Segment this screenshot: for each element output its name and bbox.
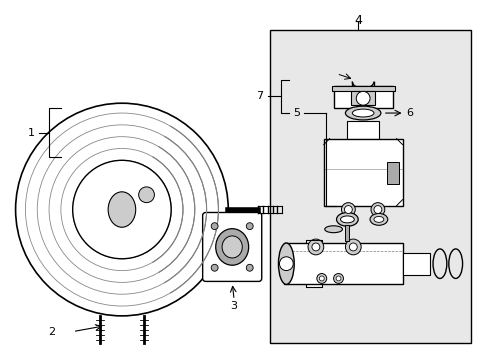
Bar — [346, 121, 378, 139]
Ellipse shape — [336, 212, 358, 226]
Circle shape — [307, 239, 323, 255]
Bar — [333, 86, 392, 108]
Circle shape — [373, 206, 381, 213]
Bar — [402, 253, 429, 275]
Circle shape — [345, 239, 361, 255]
Circle shape — [211, 264, 218, 271]
Circle shape — [335, 276, 340, 281]
Circle shape — [370, 203, 384, 216]
Bar — [323, 139, 402, 206]
FancyBboxPatch shape — [202, 212, 261, 282]
Ellipse shape — [373, 216, 383, 222]
Ellipse shape — [108, 192, 136, 227]
Bar — [386, 162, 398, 184]
Ellipse shape — [340, 216, 353, 223]
Circle shape — [246, 223, 253, 230]
Circle shape — [211, 223, 218, 230]
Bar — [345, 225, 348, 241]
Ellipse shape — [222, 236, 242, 258]
Text: 2: 2 — [48, 327, 55, 337]
Bar — [350, 91, 374, 105]
Text: 1: 1 — [28, 128, 35, 138]
Circle shape — [341, 203, 355, 216]
Text: 7: 7 — [256, 91, 263, 101]
Circle shape — [139, 187, 154, 203]
Ellipse shape — [324, 226, 342, 233]
Text: 4: 4 — [353, 14, 362, 27]
Circle shape — [333, 274, 343, 283]
Circle shape — [279, 257, 293, 271]
Circle shape — [311, 243, 319, 251]
Circle shape — [246, 264, 253, 271]
Circle shape — [73, 160, 171, 259]
Text: 5: 5 — [292, 108, 300, 118]
Text: 6: 6 — [406, 108, 413, 118]
Ellipse shape — [278, 243, 294, 284]
Ellipse shape — [351, 109, 373, 117]
Circle shape — [316, 274, 326, 283]
Bar — [284, 243, 402, 284]
Circle shape — [16, 103, 228, 316]
Ellipse shape — [215, 229, 248, 265]
Circle shape — [319, 276, 324, 281]
Ellipse shape — [369, 213, 387, 225]
Circle shape — [344, 206, 351, 213]
Circle shape — [356, 91, 369, 105]
Bar — [305, 240, 321, 287]
Text: 3: 3 — [230, 301, 237, 311]
Circle shape — [348, 243, 357, 251]
Bar — [331, 86, 394, 91]
Ellipse shape — [345, 106, 380, 120]
Bar — [269, 30, 470, 343]
